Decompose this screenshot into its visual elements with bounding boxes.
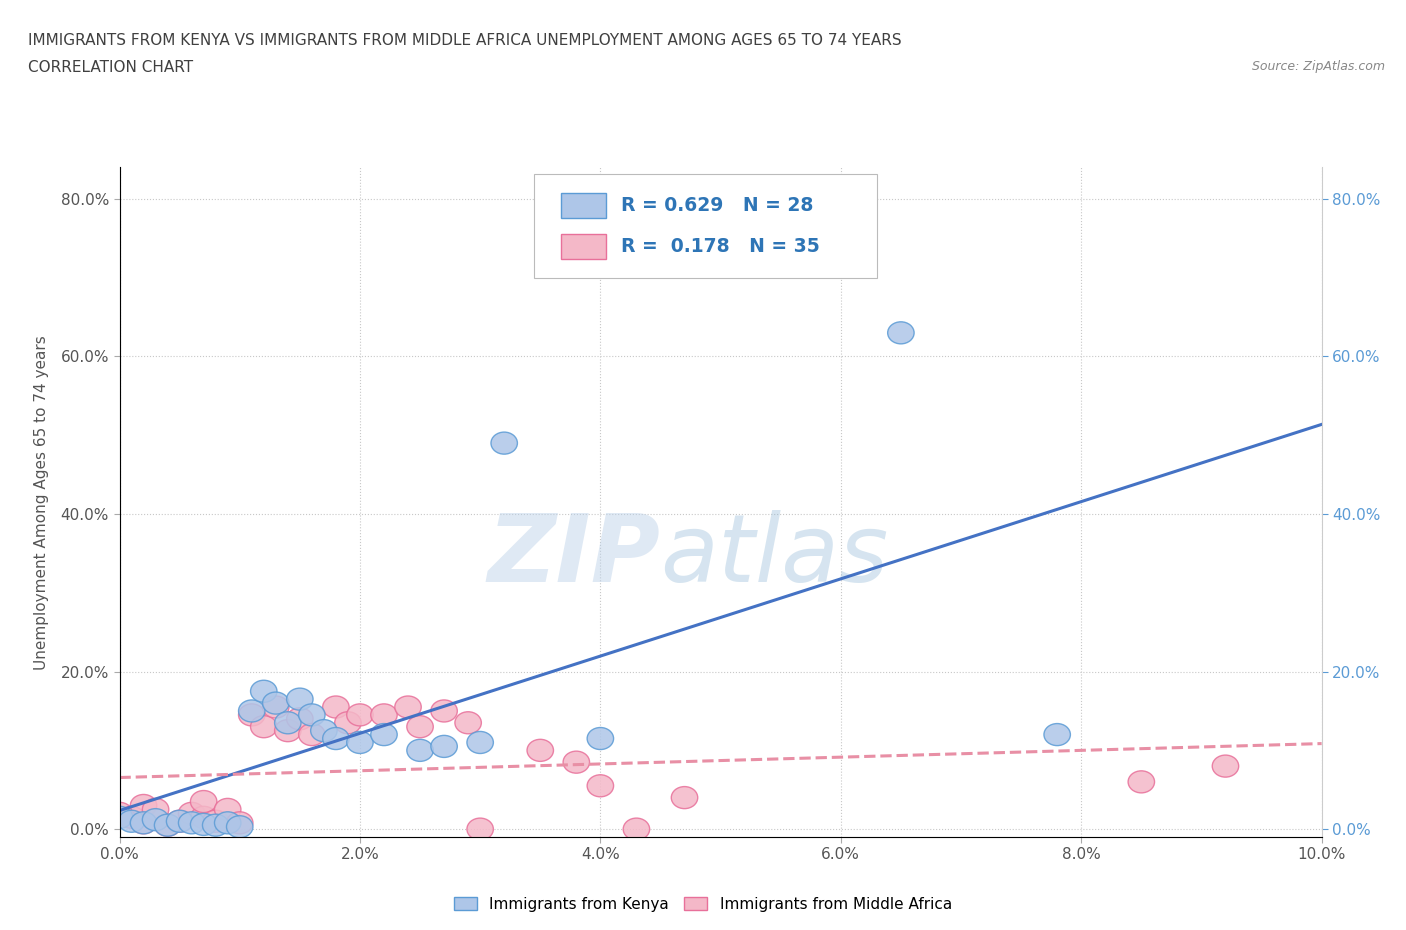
Ellipse shape	[263, 696, 290, 718]
Bar	[561, 193, 606, 219]
Ellipse shape	[311, 720, 337, 742]
Ellipse shape	[226, 816, 253, 838]
Ellipse shape	[1212, 755, 1239, 777]
Ellipse shape	[322, 696, 349, 718]
Ellipse shape	[395, 696, 422, 718]
Ellipse shape	[406, 716, 433, 737]
Ellipse shape	[166, 810, 193, 832]
Ellipse shape	[298, 704, 325, 726]
Ellipse shape	[467, 818, 494, 840]
Ellipse shape	[131, 812, 157, 834]
Ellipse shape	[118, 806, 145, 829]
Text: R =  0.178   N = 35: R = 0.178 N = 35	[621, 237, 820, 256]
Ellipse shape	[491, 432, 517, 454]
Ellipse shape	[250, 680, 277, 702]
Ellipse shape	[287, 708, 314, 730]
Ellipse shape	[430, 736, 457, 757]
Ellipse shape	[131, 794, 157, 817]
Ellipse shape	[322, 727, 349, 750]
Y-axis label: Unemployment Among Ages 65 to 74 years: Unemployment Among Ages 65 to 74 years	[35, 335, 49, 670]
Ellipse shape	[347, 731, 373, 753]
FancyBboxPatch shape	[534, 174, 877, 278]
Ellipse shape	[202, 810, 229, 832]
Ellipse shape	[671, 787, 697, 809]
Ellipse shape	[131, 812, 157, 834]
Ellipse shape	[430, 700, 457, 722]
Ellipse shape	[298, 724, 325, 746]
Ellipse shape	[588, 727, 613, 750]
Ellipse shape	[406, 739, 433, 762]
Ellipse shape	[456, 711, 481, 734]
Ellipse shape	[467, 731, 494, 753]
Ellipse shape	[190, 790, 217, 813]
Ellipse shape	[274, 711, 301, 734]
Legend: Immigrants from Kenya, Immigrants from Middle Africa: Immigrants from Kenya, Immigrants from M…	[449, 890, 957, 918]
Ellipse shape	[166, 810, 193, 832]
Ellipse shape	[335, 711, 361, 734]
Ellipse shape	[347, 704, 373, 726]
Text: Source: ZipAtlas.com: Source: ZipAtlas.com	[1251, 60, 1385, 73]
Text: IMMIGRANTS FROM KENYA VS IMMIGRANTS FROM MIDDLE AFRICA UNEMPLOYMENT AMONG AGES 6: IMMIGRANTS FROM KENYA VS IMMIGRANTS FROM…	[28, 33, 901, 47]
Ellipse shape	[155, 814, 181, 836]
Ellipse shape	[202, 814, 229, 836]
Ellipse shape	[1128, 771, 1154, 793]
Ellipse shape	[179, 812, 205, 834]
Ellipse shape	[155, 814, 181, 836]
Text: ZIP: ZIP	[488, 510, 661, 602]
Ellipse shape	[1043, 724, 1070, 746]
Ellipse shape	[107, 806, 132, 829]
Ellipse shape	[107, 803, 132, 824]
Text: atlas: atlas	[661, 511, 889, 602]
Bar	[561, 233, 606, 259]
Ellipse shape	[562, 751, 589, 773]
Ellipse shape	[142, 798, 169, 820]
Ellipse shape	[887, 322, 914, 344]
Ellipse shape	[179, 803, 205, 824]
Text: CORRELATION CHART: CORRELATION CHART	[28, 60, 193, 75]
Ellipse shape	[263, 692, 290, 714]
Ellipse shape	[118, 810, 145, 832]
Ellipse shape	[226, 812, 253, 834]
Ellipse shape	[190, 806, 217, 829]
Ellipse shape	[371, 704, 398, 726]
Ellipse shape	[371, 724, 398, 746]
Ellipse shape	[239, 704, 264, 726]
Ellipse shape	[527, 739, 554, 762]
Text: R = 0.629   N = 28: R = 0.629 N = 28	[621, 196, 813, 215]
Ellipse shape	[239, 700, 264, 722]
Ellipse shape	[588, 775, 613, 797]
Ellipse shape	[287, 688, 314, 711]
Ellipse shape	[215, 812, 240, 834]
Ellipse shape	[623, 818, 650, 840]
Ellipse shape	[142, 809, 169, 830]
Ellipse shape	[190, 814, 217, 835]
Ellipse shape	[250, 716, 277, 737]
Ellipse shape	[215, 798, 240, 820]
Ellipse shape	[274, 720, 301, 742]
